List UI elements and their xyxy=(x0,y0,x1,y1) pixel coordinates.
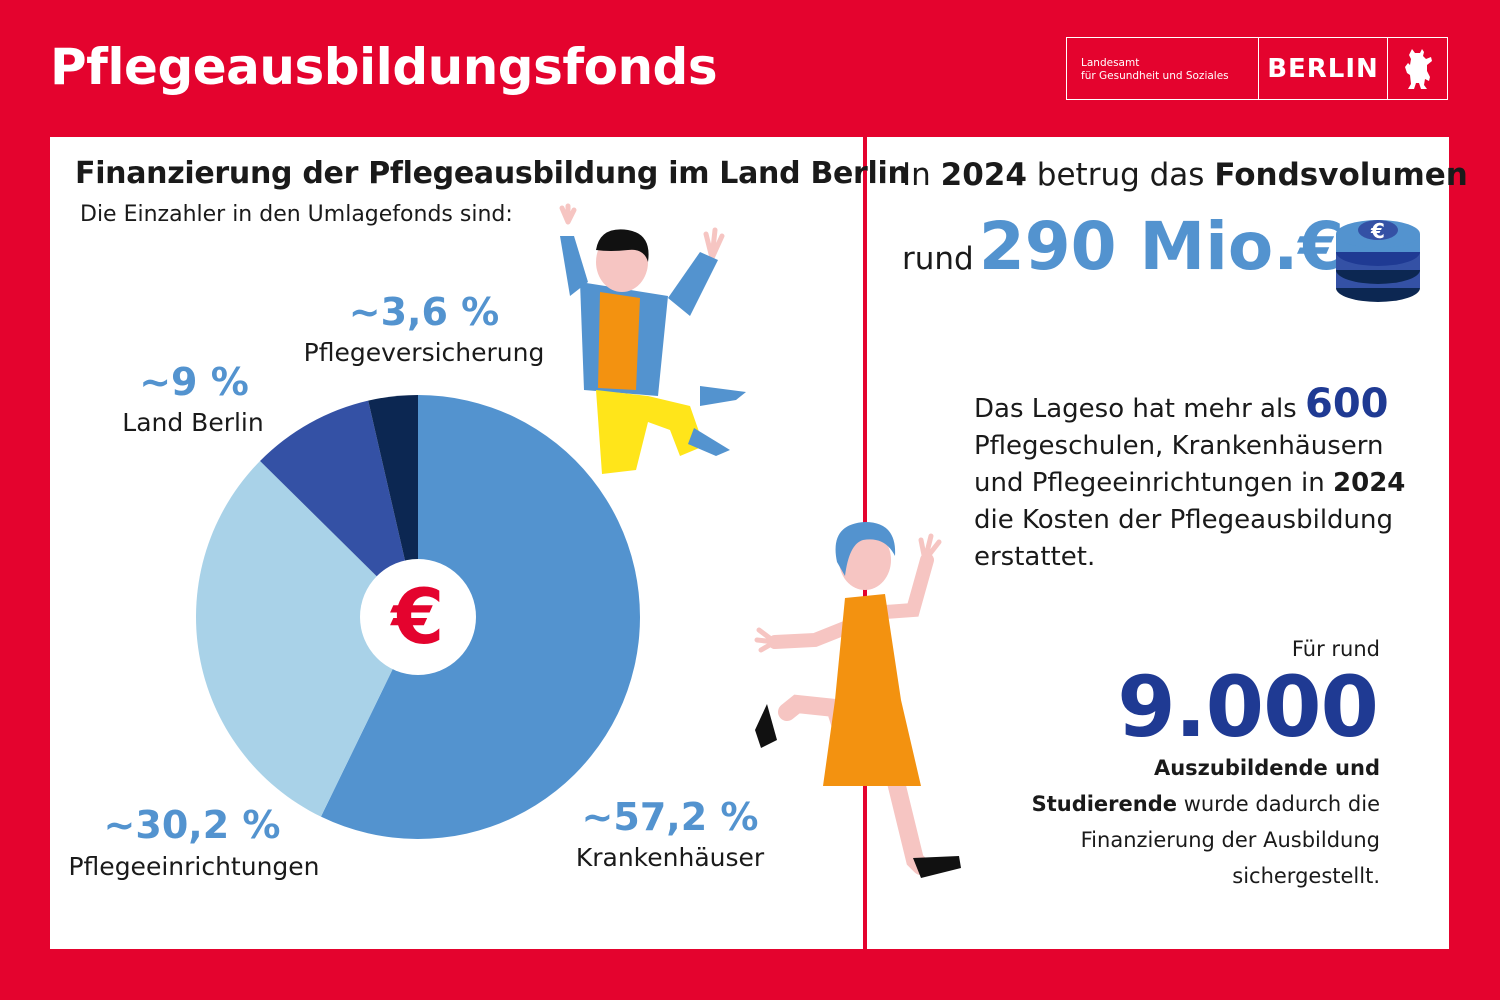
slice-label-pflegeeinrichtungen: Pflegeeinrichtungen xyxy=(68,852,320,881)
coin-stack-icon: € xyxy=(1336,219,1420,302)
trainees-line1: Auszubildende und xyxy=(1153,756,1380,780)
pie-slice-pflegeeinrichtungen xyxy=(196,461,418,817)
slice-value-pflegeversicherung: ~3,6 % xyxy=(348,290,500,334)
pie-slice-land-berlin xyxy=(260,400,418,617)
trainees-line3: Finanzierung der Ausbildung xyxy=(1080,828,1380,852)
lageso-year: 2024 xyxy=(1333,468,1406,498)
fund-amount-line: rund 290 Mio.€. xyxy=(902,208,1354,285)
svg-text:€: € xyxy=(1370,219,1385,243)
euro-center-disc xyxy=(360,559,476,675)
chart-subtitle: Die Einzahler in den Umlagefonds sind: xyxy=(80,202,513,227)
lageso-count: 600 xyxy=(1305,381,1389,427)
pie-slice-krankenhaeuser xyxy=(320,395,640,839)
trainees-line2b: wurde dadurch die xyxy=(1183,792,1380,816)
fund-in: In xyxy=(902,157,931,193)
lageso-line5: erstattet. xyxy=(974,542,1096,572)
slice-value-krankenhaeuser: ~57,2 % xyxy=(581,795,759,839)
running-woman-illustration xyxy=(754,522,961,878)
logo-agency-line2: für Gesundheit und Soziales xyxy=(1081,70,1229,82)
trainees-line2a: Studierende xyxy=(1031,792,1177,816)
fund-volume-label: Fondsvolumen xyxy=(1214,157,1468,193)
lageso-line4: die Kosten der Pflegeausbildung xyxy=(974,505,1394,535)
trainees-line4: sichergestellt. xyxy=(1232,864,1380,888)
slice-label-krankenhaeuser: Krankenhäuser xyxy=(575,843,765,872)
trainees-count: 9.000 xyxy=(1117,658,1379,756)
trainees-text: Auszubildende und Studierende wurde dadu… xyxy=(1032,750,1380,894)
fund-statement: In 2024 betrug das Fondsvolumen xyxy=(902,157,1468,193)
fund-betrug: betrug das xyxy=(1036,157,1205,193)
page-title: Pflegeausbildungsfonds xyxy=(50,38,718,96)
logo-agency-line1: Landesamt xyxy=(1081,57,1140,69)
fund-rund: rund xyxy=(902,241,974,277)
jumping-man-illustration xyxy=(559,203,746,474)
berlin-bear-icon xyxy=(1388,38,1447,99)
slice-value-pflegeeinrichtungen: ~30,2 % xyxy=(103,803,281,847)
logo-city: BERLIN xyxy=(1259,38,1388,99)
euro-icon: € xyxy=(390,572,445,661)
lageso-line2: Pflegeschulen, Krankenhäusern xyxy=(974,431,1384,461)
chart-title: Finanzierung der Pflegeausbildung im Lan… xyxy=(75,156,909,191)
lageso-line3: und Pflegeeinrichtungen in xyxy=(974,468,1325,498)
fund-amount: 290 Mio.€ xyxy=(978,208,1345,285)
slice-label-land-berlin: Land Berlin xyxy=(122,408,264,437)
logo-agency: Landesamt für Gesundheit und Soziales xyxy=(1067,38,1259,99)
fund-year: 2024 xyxy=(940,157,1027,193)
lageso-line1: Das Lageso hat mehr als xyxy=(974,394,1297,424)
trainees-intro: Für rund xyxy=(1291,637,1380,661)
berlin-logo: Landesamt für Gesundheit und Soziales BE… xyxy=(1066,37,1448,100)
slice-label-pflegeversicherung: Pflegeversicherung xyxy=(303,338,545,367)
lageso-paragraph: Das Lageso hat mehr als 600 Pflegeschule… xyxy=(974,384,1406,576)
slice-value-land-berlin: ~9 % xyxy=(139,360,249,404)
